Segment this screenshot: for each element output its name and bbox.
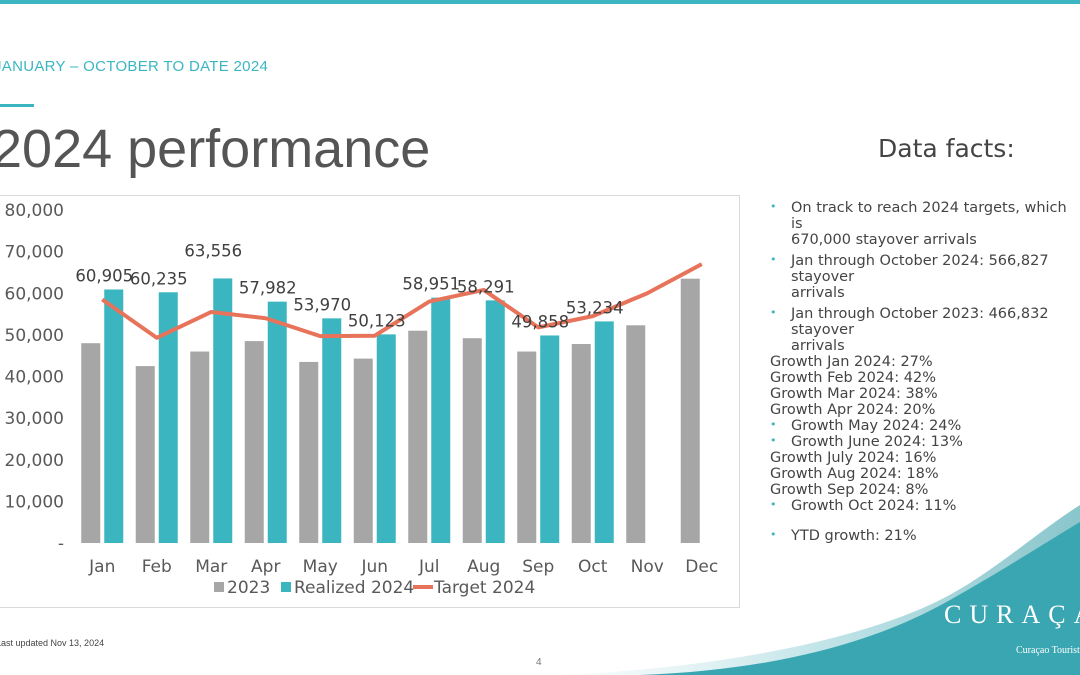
facts-heading: Data facts: (878, 134, 1015, 163)
last-updated-note: Last updated Nov 13, 2024 (0, 638, 105, 648)
performance-chart: - 10,000 20,000 30,000 40,000 50,000 60,000 70,… (5, 201, 719, 598)
title-accent-line (0, 104, 34, 107)
y-tick-label: 30,000 (5, 409, 64, 429)
fact-item: Growth Aug 2024: 18% (770, 466, 939, 482)
fact-item: Jan through October 2024: 566,827 stayov… (770, 253, 1070, 285)
y-tick-label: 10,000 (5, 492, 64, 512)
fact-item: Growth June 2024: 13% (770, 434, 1070, 450)
y-tick-label: 70,000 (5, 243, 64, 263)
y-tick-label: 50,000 (5, 326, 64, 346)
x-tick-label: Jun (360, 557, 388, 577)
x-tick-label: Apr (251, 557, 280, 577)
bar-realized-2024 (376, 334, 396, 543)
legend-label: 2023 (227, 578, 270, 598)
data-label-realized-2024: 50,123 (348, 311, 406, 330)
fact-item: Growth Mar 2024: 38% (770, 386, 938, 402)
bar-2023 (353, 358, 373, 543)
bar-2023 (626, 325, 646, 543)
x-tick-label: Mar (195, 557, 227, 577)
page-number: 4 (536, 657, 542, 668)
fact-item: Growth Apr 2024: 20% (770, 402, 936, 418)
bar-realized-2024 (213, 278, 233, 543)
y-tick-label: 60,000 (5, 284, 64, 304)
fact-item: Growth Feb 2024: 42% (770, 370, 936, 386)
x-tick-label: Nov (631, 557, 664, 577)
bar-realized-2024 (485, 300, 505, 543)
target-2024-line (101, 262, 703, 340)
y-tick-label: 80,000 (5, 201, 64, 221)
chart-frame: - 10,000 20,000 30,000 40,000 50,000 60,000 70,… (0, 195, 740, 608)
slide-title: 2024 performance (0, 119, 431, 179)
bar-2023 (571, 344, 591, 543)
data-label-realized-2024: 58,291 (457, 277, 515, 296)
data-label-realized-2024: 53,234 (566, 298, 624, 317)
y-tick-label: 40,000 (5, 368, 64, 388)
bar-realized-2024 (104, 289, 124, 543)
y-tick-label: - (58, 534, 64, 554)
brand-logo-subtitle: Curaçao Tourist Board (1016, 645, 1080, 656)
x-tick-label: Jul (418, 557, 440, 577)
fact-item: 670,000 stayover arrivals (791, 232, 977, 248)
x-tick-label: Aug (467, 557, 500, 577)
bar-realized-2024 (267, 301, 287, 543)
data-label-realized-2024: 58,951 (402, 275, 460, 294)
bar-2023 (408, 330, 428, 543)
fact-item: Growth May 2024: 24% (770, 418, 1070, 434)
top-accent-bar (0, 0, 1080, 4)
fact-item: Jan through October 2023: 466,832 stayov… (770, 306, 1070, 338)
x-tick-label: Oct (578, 557, 608, 577)
data-label-realized-2024: 63,556 (184, 241, 242, 260)
data-label-realized-2024: 53,970 (293, 295, 351, 314)
slide-subtitle: JANUARY – OCTOBER TO DATE 2024 (0, 58, 269, 75)
x-tick-label: Jan (88, 557, 115, 577)
x-tick-label: May (303, 557, 338, 577)
data-label-realized-2024: 57,982 (239, 279, 297, 298)
data-label-realized-2024: 60,235 (130, 269, 188, 288)
bar-2023 (462, 338, 482, 543)
legend-swatch (281, 582, 291, 592)
bar-2023 (680, 278, 700, 543)
bar-2023 (244, 341, 264, 543)
x-tick-label: Feb (142, 557, 172, 577)
y-tick-label: 20,000 (5, 451, 64, 471)
bar-realized-2024 (540, 335, 560, 543)
bar-2023 (299, 361, 319, 543)
bar-realized-2024 (158, 292, 178, 543)
legend-label: Target 2024 (433, 578, 535, 598)
bar-realized-2024 (594, 321, 614, 543)
fact-item: arrivals (791, 338, 845, 354)
fact-item: Growth July 2024: 16% (770, 450, 937, 466)
bar-realized-2024 (431, 297, 451, 543)
bar-2023 (135, 366, 155, 543)
bar-realized-2024 (322, 318, 342, 543)
data-facts-list: On track to reach 2024 targets, which is… (770, 200, 1070, 544)
bar-2023 (517, 351, 537, 543)
fact-item: arrivals (791, 285, 845, 301)
bar-2023 (81, 343, 101, 543)
legend-swatch (214, 582, 224, 592)
brand-logo: CURAÇAO (944, 600, 1080, 629)
legend-label: Realized 2024 (294, 578, 414, 598)
x-tick-label: Dec (685, 557, 718, 577)
fact-item: Growth Oct 2024: 11% (770, 498, 1070, 514)
data-label-realized-2024: 49,858 (511, 312, 569, 331)
fact-item: Growth Jan 2024: 27% (770, 354, 933, 370)
x-tick-label: Sep (522, 557, 554, 577)
data-label-realized-2024: 60,905 (75, 266, 133, 285)
bar-2023 (190, 351, 210, 543)
fact-item: YTD growth: 21% (770, 528, 1070, 544)
fact-item: On track to reach 2024 targets, which is (770, 200, 1070, 232)
fact-item: Growth Sep 2024: 8% (770, 482, 929, 498)
